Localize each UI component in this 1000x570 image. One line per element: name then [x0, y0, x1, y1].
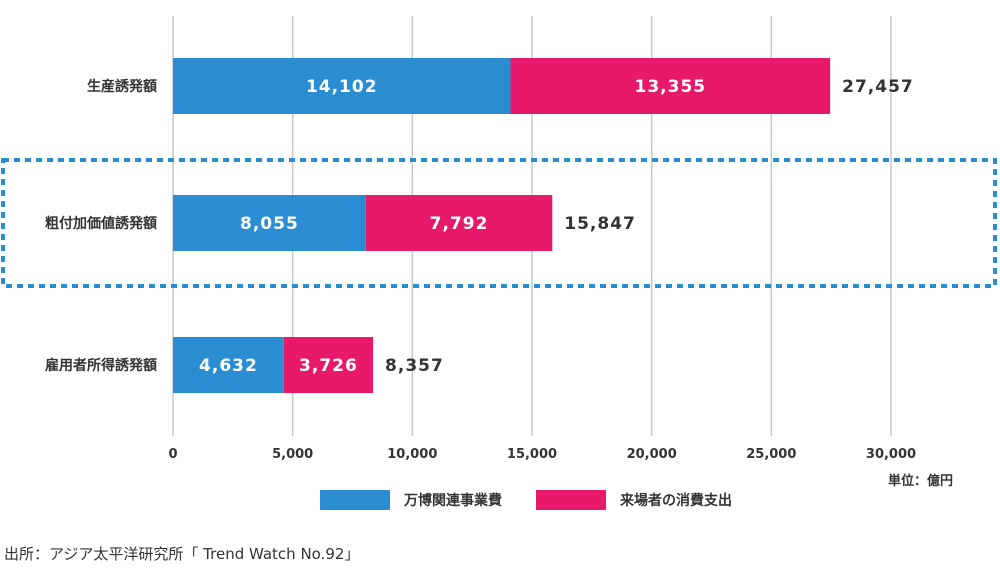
category-label: 雇用者所得誘発額	[45, 357, 157, 374]
legend-item-series-2: 来場者の消費支出	[536, 490, 732, 510]
bar-total-label: 15,847	[564, 214, 636, 234]
bar-segment	[283, 337, 374, 393]
bar-value-label: 3,726	[299, 356, 358, 376]
x-tick-label: 20,000	[627, 447, 677, 462]
category-label: 粗付加価値誘発額	[45, 215, 157, 232]
unit-label: 単位：億円	[888, 474, 954, 489]
bars: 14,102 13,355 27,457 8,055 7,792 15,847 4,632 3…	[173, 58, 914, 393]
x-tick-label: 5,000	[272, 447, 313, 462]
legend-item-series-1: 万博関連事業費	[320, 490, 502, 510]
highlight-dashed-box	[1, 158, 997, 288]
legend: 万博関連事業費 来場者の消費支出	[320, 488, 766, 512]
bar-total-label: 8,357	[385, 356, 444, 376]
highlight-box	[1, 158, 997, 288]
x-tick-label: 25,000	[746, 447, 796, 462]
legend-swatch-series-2	[536, 490, 606, 510]
x-axis-ticks: 0 5,000 10,000 15,000 20,000 25,000 30,000	[168, 447, 916, 462]
x-tick-label: 15,000	[507, 447, 557, 462]
bar-value-label: 4,632	[199, 356, 258, 376]
bar-segment	[173, 58, 511, 114]
legend-label-series-2: 来場者の消費支出	[620, 493, 732, 509]
source-note: 出所：アジア太平洋研究所「 Trend Watch No.92」	[4, 545, 360, 563]
bar-segment	[173, 195, 366, 251]
x-tick-label: 30,000	[866, 447, 916, 462]
bar-value-label: 7,792	[430, 214, 489, 234]
bar-value-label: 8,055	[240, 214, 299, 234]
x-tick-label: 10,000	[387, 447, 437, 462]
category-label: 生産誘発額	[87, 78, 157, 95]
x-tick-label: 0	[168, 447, 177, 462]
bar-value-label: 14,102	[306, 77, 378, 97]
bar-segment	[510, 58, 831, 114]
legend-label-series-1: 万博関連事業費	[404, 493, 502, 509]
bar-value-label: 13,355	[635, 77, 707, 97]
bar-total-label: 27,457	[842, 77, 914, 97]
bar-segment	[365, 195, 553, 251]
bar-segment	[173, 337, 284, 393]
legend-swatch-series-1	[320, 490, 390, 510]
